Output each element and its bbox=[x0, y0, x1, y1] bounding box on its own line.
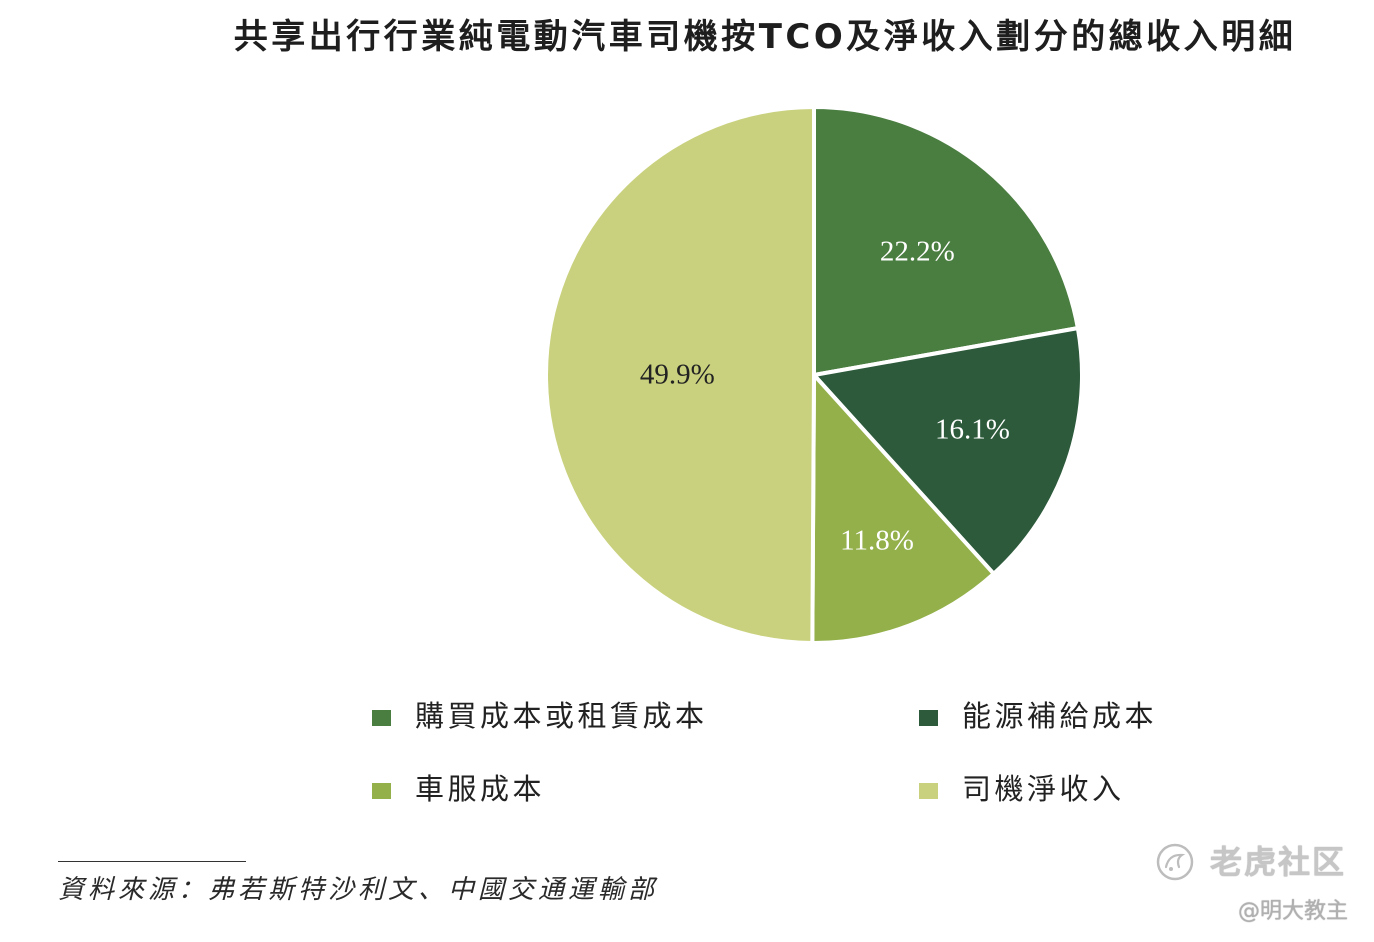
pie-labels: 22.2% 16.1% 11.8% 49.9% bbox=[640, 236, 1010, 557]
legend-label-energy-cost: 能源補給成本 bbox=[962, 699, 1158, 733]
legend-item-energy-cost: 能源補給成本 bbox=[919, 696, 1157, 736]
watermark-brand: 老虎社区 bbox=[1210, 843, 1347, 881]
pie-label-purchase-or-lease-cost: 22.2% bbox=[880, 236, 955, 268]
tiger-community-logo-icon bbox=[1156, 843, 1194, 881]
legend-label-vehicle-service-cost: 車服成本 bbox=[415, 772, 546, 806]
legend-swatch-vehicle-service-cost bbox=[372, 783, 391, 799]
source-note: 資料來源：弗若斯特沙利文、中國交通運輸部 bbox=[58, 875, 659, 905]
watermark-author: @明大教主 bbox=[1237, 899, 1348, 924]
pie-label-energy-cost: 16.1% bbox=[935, 413, 1010, 445]
source-divider bbox=[58, 861, 246, 862]
legend-swatch-driver-net-income bbox=[919, 783, 938, 799]
pie-slice-vehicle-service-cost bbox=[810, 373, 996, 645]
legend-item-purchase-or-lease-cost: 購買成本或租賃成本 bbox=[372, 696, 708, 736]
pie-slice-purchase-or-lease-cost bbox=[812, 105, 1080, 377]
pie-slice-driver-net-income bbox=[543, 105, 816, 645]
legend-item-vehicle-service-cost: 車服成本 bbox=[372, 769, 545, 809]
legend-item-driver-net-income: 司機淨收入 bbox=[919, 769, 1125, 809]
pie-label-driver-net-income: 49.9% bbox=[640, 359, 715, 391]
pie-slice-energy-cost bbox=[812, 326, 1084, 576]
legend-label-purchase-or-lease-cost: 購買成本或租賃成本 bbox=[415, 699, 708, 733]
legend-swatch-energy-cost bbox=[919, 710, 938, 726]
legend-label-driver-net-income: 司機淨收入 bbox=[962, 772, 1125, 806]
pie-slices bbox=[543, 105, 1084, 645]
pie-chart: 22.2% 16.1% 11.8% 49.9% bbox=[543, 105, 1084, 645]
chart-title: 共享出行行業純電動汽車司機按TCO及淨收入劃分的總收入明細 bbox=[233, 17, 1297, 57]
legend-swatch-purchase-or-lease-cost bbox=[372, 710, 391, 726]
pie-label-vehicle-service-cost: 11.8% bbox=[840, 524, 914, 556]
